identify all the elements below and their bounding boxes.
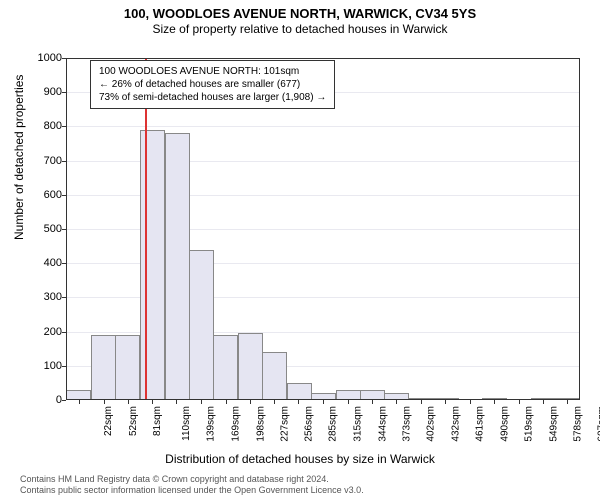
title-sub: Size of property relative to detached ho…	[0, 22, 600, 36]
x-tick: 578sqm	[573, 406, 584, 442]
x-tick: 461sqm	[475, 406, 486, 442]
x-tick: 344sqm	[377, 406, 388, 442]
plot-border	[66, 58, 580, 400]
footer: Contains HM Land Registry data © Crown c…	[20, 474, 580, 496]
y-tick: 1000	[22, 52, 62, 64]
x-tick: 315sqm	[353, 406, 364, 442]
footer-line-1: Contains HM Land Registry data © Crown c…	[20, 474, 580, 485]
info-box: 100 WOODLOES AVENUE NORTH: 101sqm ← 26% …	[90, 60, 335, 109]
y-tick: 900	[22, 86, 62, 98]
x-tick: 402sqm	[426, 406, 437, 442]
plot-area	[66, 58, 580, 400]
x-tick: 549sqm	[549, 406, 560, 442]
x-tick: 519sqm	[523, 406, 534, 442]
x-tick: 285sqm	[328, 406, 339, 442]
x-tick: 110sqm	[181, 406, 192, 441]
y-tick: 0	[22, 394, 62, 406]
y-tick: 300	[22, 291, 62, 303]
y-tick: 500	[22, 223, 62, 235]
y-tick: 700	[22, 155, 62, 167]
x-tick: 227sqm	[279, 406, 290, 442]
x-tick: 169sqm	[231, 406, 242, 442]
x-tick: 373sqm	[401, 406, 412, 442]
title-main: 100, WOODLOES AVENUE NORTH, WARWICK, CV3…	[0, 6, 600, 21]
x-tick: 81sqm	[152, 406, 163, 436]
info-line-2: ← 26% of detached houses are smaller (67…	[99, 78, 326, 91]
x-tick: 139sqm	[206, 406, 217, 442]
y-tick: 800	[22, 120, 62, 132]
footer-line-2: Contains public sector information licen…	[20, 485, 580, 496]
y-tick: 200	[22, 326, 62, 338]
info-line-3: 73% of semi-detached houses are larger (…	[99, 91, 326, 104]
x-tick: 22sqm	[103, 406, 114, 436]
chart-container: 100, WOODLOES AVENUE NORTH, WARWICK, CV3…	[0, 0, 600, 500]
y-tick: 400	[22, 257, 62, 269]
x-tick: 52sqm	[128, 406, 139, 436]
x-tick: 256sqm	[304, 406, 315, 442]
y-tick: 600	[22, 189, 62, 201]
x-tick: 432sqm	[451, 406, 462, 442]
x-tick: 490sqm	[499, 406, 510, 442]
x-tick: 198sqm	[255, 406, 266, 442]
info-line-1: 100 WOODLOES AVENUE NORTH: 101sqm	[99, 65, 326, 78]
y-tick: 100	[22, 360, 62, 372]
x-axis-label: Distribution of detached houses by size …	[0, 452, 600, 466]
